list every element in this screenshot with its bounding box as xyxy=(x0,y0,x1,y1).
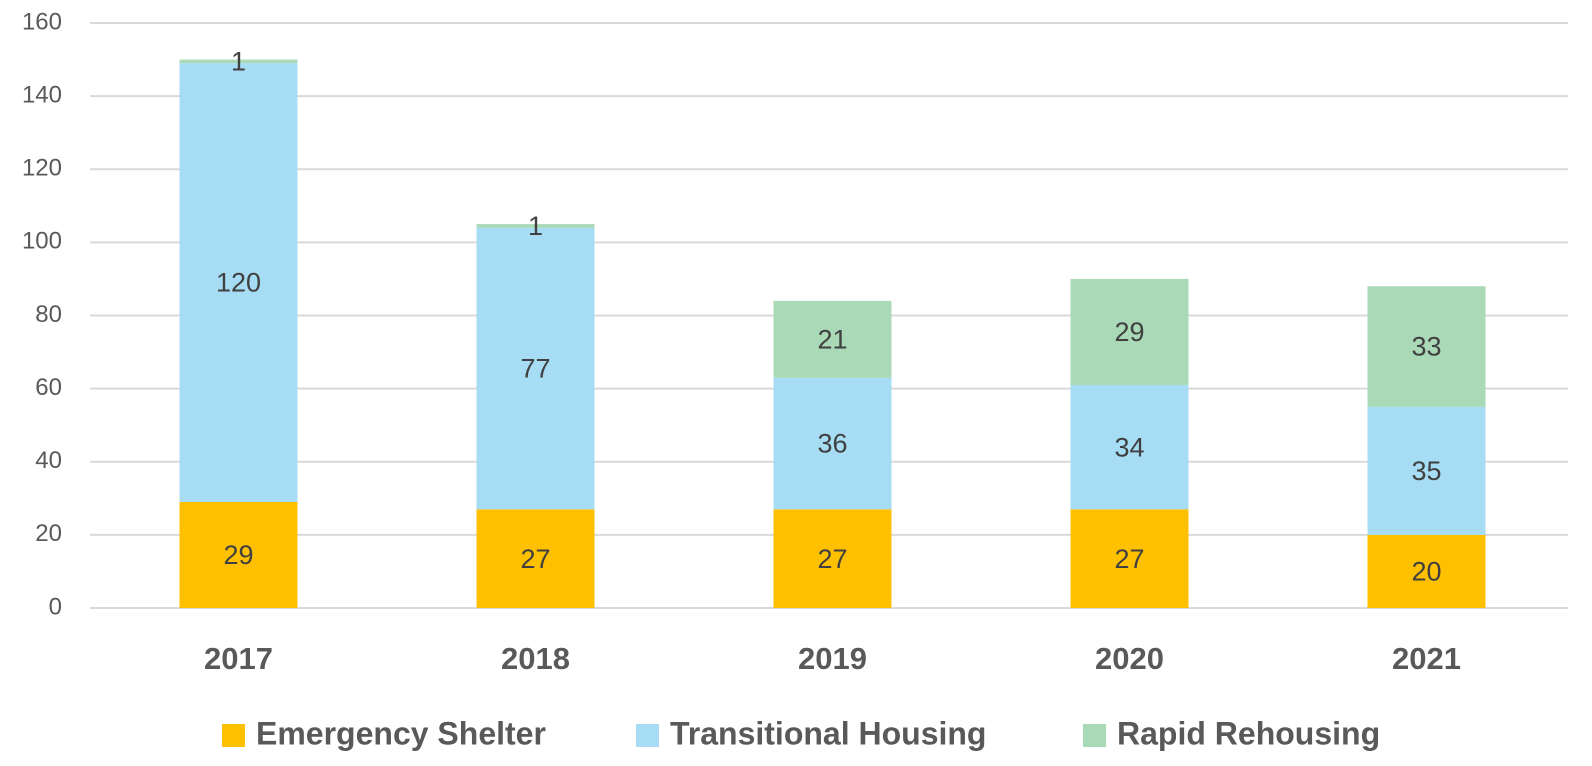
bar-segment xyxy=(773,377,892,510)
y-tick-label: 60 xyxy=(35,374,62,401)
y-tick-label: 120 xyxy=(22,155,62,182)
legend-swatch xyxy=(1083,724,1106,747)
bar-segment xyxy=(1367,286,1486,407)
bar-segment xyxy=(1070,509,1189,608)
y-tick-label: 20 xyxy=(35,520,62,547)
legend-swatch xyxy=(222,724,245,747)
x-tick-label: 2018 xyxy=(501,641,570,676)
legend-swatch xyxy=(636,724,659,747)
bar-segment xyxy=(773,509,892,608)
bar-segment xyxy=(179,63,298,502)
legend-label: Transitional Housing xyxy=(670,715,986,751)
data-label: 36 xyxy=(817,429,847,459)
x-tick-label: 2020 xyxy=(1095,641,1164,676)
data-label: 27 xyxy=(520,544,550,574)
bar-segment xyxy=(1367,534,1486,608)
legend-label: Rapid Rehousing xyxy=(1117,715,1380,751)
bar-segment xyxy=(476,224,595,228)
y-tick-label: 80 xyxy=(35,301,62,328)
x-tick-label: 2019 xyxy=(798,641,867,676)
data-label: 29 xyxy=(1114,317,1144,347)
x-tick-label: 2017 xyxy=(204,641,273,676)
y-tick-label: 100 xyxy=(22,228,62,255)
data-label: 33 xyxy=(1411,332,1441,362)
bar-segment xyxy=(179,501,298,608)
data-label: 77 xyxy=(520,354,550,384)
bar-segment xyxy=(476,509,595,608)
data-label: 20 xyxy=(1411,557,1441,587)
bar-segment xyxy=(773,300,892,378)
y-tick-label: 160 xyxy=(22,8,62,35)
data-label: 21 xyxy=(817,324,847,354)
x-tick-label: 2021 xyxy=(1392,641,1461,676)
bar-segment xyxy=(476,227,595,510)
data-label: 27 xyxy=(1114,544,1144,574)
y-tick-label: 0 xyxy=(49,593,62,620)
bar-segment xyxy=(1070,278,1189,385)
y-tick-label: 140 xyxy=(22,81,62,108)
data-label: 29 xyxy=(223,540,253,570)
data-label: 27 xyxy=(817,544,847,574)
data-label: 1 xyxy=(528,211,543,241)
data-label: 35 xyxy=(1411,456,1441,486)
legend-label: Emergency Shelter xyxy=(256,715,546,751)
bar-segment xyxy=(179,59,298,64)
bar-segment xyxy=(1070,384,1189,510)
data-label: 34 xyxy=(1114,432,1144,462)
data-label: 1 xyxy=(231,47,246,77)
data-label: 120 xyxy=(216,268,261,298)
bar-segment xyxy=(1367,406,1486,535)
y-tick-label: 40 xyxy=(35,447,62,474)
